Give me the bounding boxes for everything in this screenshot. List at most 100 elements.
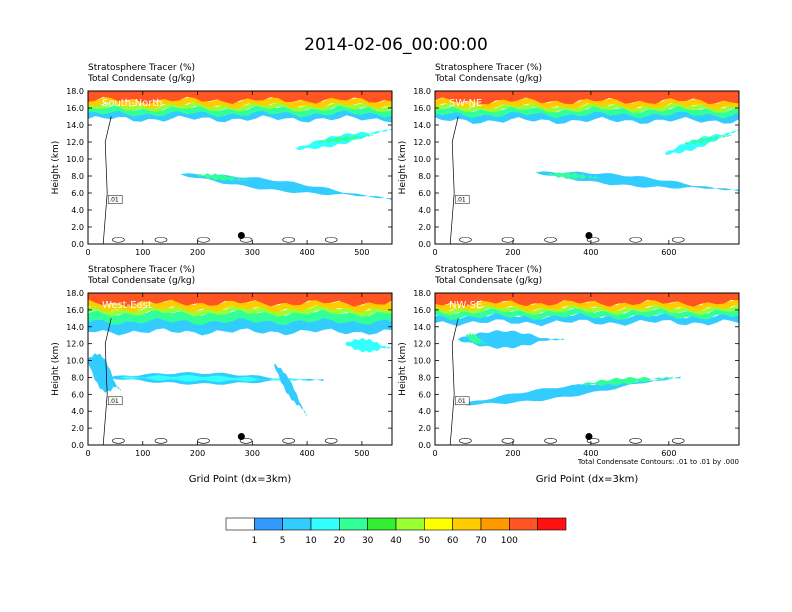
y-tick-label: 0.0 <box>418 240 431 249</box>
condensate-contour <box>282 236 295 243</box>
colorbar-label: 50 <box>419 536 431 546</box>
y-tick-label: 18.0 <box>66 87 84 96</box>
chart-panel: Stratosphere Tracer (%) Total Condensate … <box>398 265 740 485</box>
condensate-contour <box>197 437 210 444</box>
plot-content: .01 <box>435 293 739 445</box>
x-tick-label: 0 <box>85 449 90 458</box>
y-tick-label: 12.0 <box>413 340 431 349</box>
condensate-contour <box>459 236 472 243</box>
x-tick-label: 100 <box>135 248 150 257</box>
plot-frame <box>434 90 740 245</box>
colorbar-swatch <box>282 517 312 531</box>
colorbar-swatch <box>537 517 567 531</box>
panel-title-condensate: Total Condensate (g/kg) <box>434 74 542 84</box>
panel-title-condensate: Total Condensate (g/kg) <box>87 276 195 286</box>
condensate-contour <box>449 318 459 445</box>
contour-label: .01 <box>456 398 466 405</box>
contour-label-box <box>454 396 470 406</box>
colorbar-swatch <box>452 517 482 531</box>
x-axis-label: Grid Point (dx=3km) <box>189 474 292 485</box>
tracer-blob <box>462 376 681 406</box>
colorbar-swatch <box>225 517 255 531</box>
colorbar-swatch <box>395 517 425 531</box>
colorbar-swatch <box>339 517 368 531</box>
condensate-contour <box>102 318 112 445</box>
x-tick-label: 200 <box>505 449 520 458</box>
tracer-blob <box>548 172 599 180</box>
plot-content: .01 <box>88 293 392 445</box>
x-tick-label: 500 <box>354 248 369 257</box>
condensate-contour <box>154 437 168 444</box>
contour-label-box <box>454 195 470 204</box>
x-tick-label: 400 <box>583 449 598 458</box>
y-tick-label: 6.0 <box>71 189 84 198</box>
tracer-blob <box>684 134 732 145</box>
colorbar-label: 5 <box>280 536 286 546</box>
y-tick-label: 4.0 <box>71 206 84 215</box>
contour-label: .01 <box>456 197 466 204</box>
colorbar-label: 40 <box>390 536 402 546</box>
y-tick-label: 0.0 <box>71 240 84 249</box>
y-tick-label: 8.0 <box>71 172 84 181</box>
colorbar: 1 5 10 20 30 40 50 60 70 100 <box>225 517 567 546</box>
x-axis-label: Grid Point (dx=3km) <box>536 474 639 485</box>
tracer-band <box>88 304 392 317</box>
colorbar-label: 60 <box>447 536 459 546</box>
panel-title-tracer: Stratosphere Tracer (%) <box>88 265 195 275</box>
location-marker <box>237 232 245 239</box>
panels: Stratosphere Tracer (%)Total Condensate … <box>51 63 740 485</box>
panel-title-tracer: Stratosphere Tracer (%) <box>435 63 542 73</box>
condensate-contour <box>586 437 600 444</box>
colorbar-swatch <box>480 517 510 531</box>
tracer-blob <box>274 364 308 417</box>
plot-frame <box>434 292 740 446</box>
tracer-band <box>435 105 739 119</box>
colorbar-label: 70 <box>475 536 487 546</box>
contour-note: Total Condensate Contours: .01 to .01 by… <box>577 458 739 466</box>
colorbar-label: 20 <box>334 536 346 546</box>
tracer-blob <box>181 173 392 200</box>
tracer-blob <box>583 376 673 386</box>
panel-title-tracer: Stratosphere Tracer (%) <box>435 265 542 275</box>
y-tick-label: 2.0 <box>418 223 431 232</box>
x-tick-label: 600 <box>661 248 676 257</box>
y-tick-label: 0.0 <box>418 441 431 450</box>
y-tick-label: 10.0 <box>413 357 431 366</box>
panel-label: West-East <box>102 300 152 311</box>
y-tick-label: 0.0 <box>71 441 84 450</box>
panel-label: South-North <box>102 98 163 109</box>
tracer-band <box>88 91 392 105</box>
x-tick-label: 600 <box>661 449 676 458</box>
y-tick-label: 16.0 <box>413 306 431 315</box>
tracer-band <box>435 91 739 105</box>
condensate-contour <box>112 236 125 243</box>
y-tick-label: 4.0 <box>71 407 84 416</box>
x-tick-label: 200 <box>505 248 520 257</box>
tracer-band <box>88 293 392 307</box>
y-tick-label: 8.0 <box>71 373 84 382</box>
condensate-contour <box>629 437 642 444</box>
tracer-band <box>435 307 739 320</box>
y-axis-label: Height (km) <box>398 141 408 195</box>
condensate-contour <box>102 116 112 244</box>
x-tick-label: 0 <box>85 248 90 257</box>
y-tick-label: 14.0 <box>413 323 431 332</box>
condensate-contour <box>197 236 210 243</box>
x-tick-label: 100 <box>135 449 150 458</box>
contour-label-box <box>107 396 123 406</box>
colorbar-label: 30 <box>362 536 374 546</box>
x-tick-label: 300 <box>245 248 260 257</box>
y-axis-label: Height (km) <box>51 342 61 396</box>
y-tick-label: 6.0 <box>71 390 84 399</box>
tracer-band <box>435 312 739 327</box>
contour-label: .01 <box>109 398 119 405</box>
plot-content: .01 <box>435 91 739 244</box>
chart-panel: Stratosphere Tracer (%)Total Condensate … <box>398 63 740 257</box>
y-tick-label: 12.0 <box>413 138 431 147</box>
x-tick-label: 400 <box>299 248 314 257</box>
x-tick-label: 500 <box>354 449 369 458</box>
colorbar-swatch <box>509 517 538 531</box>
colorbar-label: 100 <box>501 536 518 546</box>
condensate-contour <box>671 437 685 444</box>
